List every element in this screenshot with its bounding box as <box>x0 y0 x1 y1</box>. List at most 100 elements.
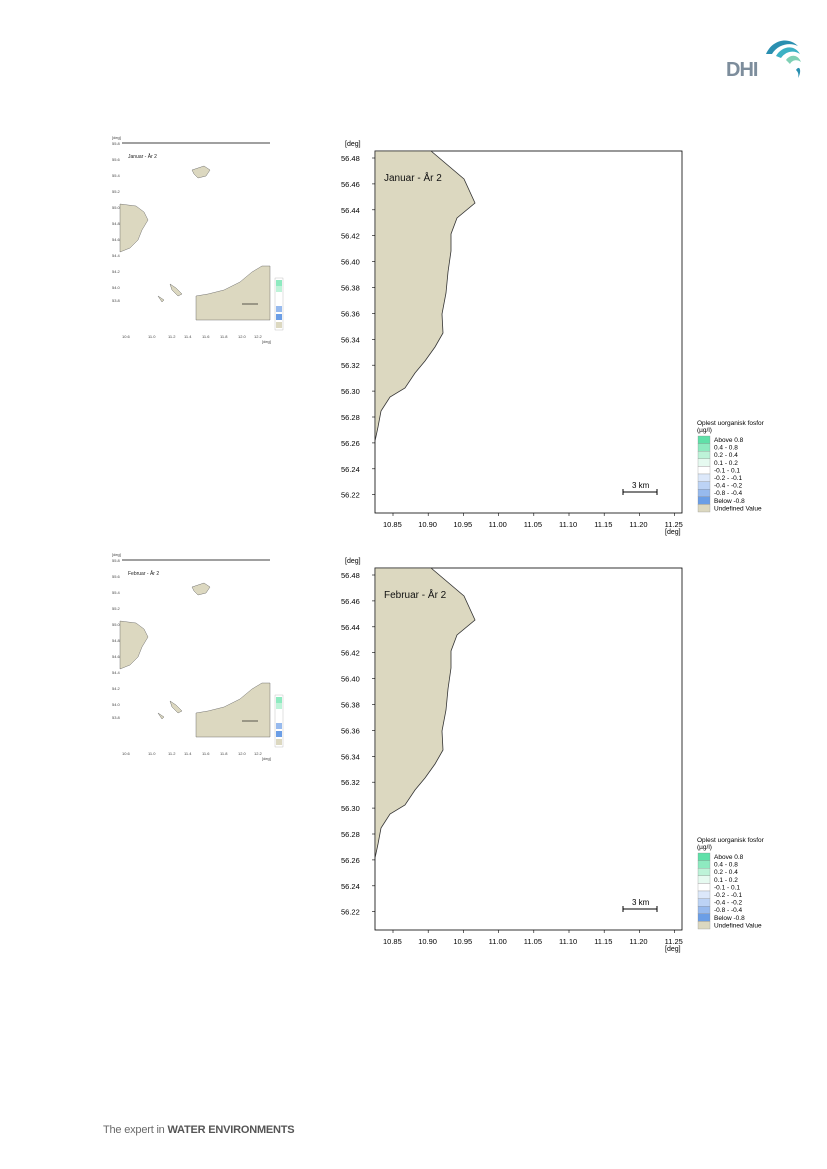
legend-swatch <box>697 481 711 490</box>
x-tick-label: 11.25 <box>665 937 683 946</box>
x-tick-label: 11.25 <box>665 520 683 529</box>
thumb-title: Februar - År 2 <box>128 570 159 577</box>
legend-swatch <box>697 868 711 876</box>
legend-unit: (µg/l) <box>697 427 712 434</box>
land-area <box>374 150 476 442</box>
y-tick-label: 56.38 <box>341 284 360 293</box>
y-tick-label: 56.30 <box>341 804 360 813</box>
map-panel-1: Januar - År 2 [deg] [deg] 56.48 56.46 56.44 56… <box>330 135 720 565</box>
svg-text:11.0: 11.0 <box>148 751 156 756</box>
svg-text:54.2: 54.2 <box>112 686 121 691</box>
legend-swatch <box>697 504 711 513</box>
legend-swatch <box>697 890 711 899</box>
legend-swatch <box>697 496 711 505</box>
y-tick-label: 56.34 <box>341 335 360 344</box>
legend-swatch <box>697 921 711 930</box>
svg-text:[deg]: [deg] <box>112 552 121 557</box>
legend-label: -0.8 - -0.4 <box>714 907 743 914</box>
y-tick-label: 56.28 <box>341 413 360 422</box>
legend-swatch <box>697 473 711 482</box>
logo-text: DHI <box>726 59 758 81</box>
map-title: Januar - År 2 <box>384 171 442 184</box>
scalebar-label: 3 km <box>632 898 650 907</box>
thumbnail-map-1: [deg] 55.8 55.6 55.4 55.2 55.0 54.8 54.6 54.4 … <box>112 134 312 364</box>
svg-text:55.2: 55.2 <box>112 606 121 611</box>
legend-swatch <box>697 489 711 497</box>
svg-text:12.2: 12.2 <box>254 334 263 339</box>
y-tick-label: 56.46 <box>341 180 360 189</box>
svg-text:[deg]: [deg] <box>112 135 121 140</box>
x-tick-label: 11.00 <box>489 937 507 946</box>
svg-text:11.4: 11.4 <box>184 334 192 339</box>
svg-text:55.6: 55.6 <box>112 157 121 162</box>
svg-text:55.4: 55.4 <box>112 173 121 178</box>
x-tick-label: 10.85 <box>383 520 402 529</box>
svg-text:54.4: 54.4 <box>112 670 121 675</box>
legend-label: -0.1 - 0.1 <box>714 467 740 474</box>
legend-swatch <box>697 898 711 907</box>
y-tick-label: 56.38 <box>341 701 360 710</box>
legend-label: 0.2 - 0.4 <box>714 452 738 459</box>
svg-text:55.0: 55.0 <box>112 622 121 627</box>
map-panel-2: Februar - År 2 [deg] [deg] 56.48 56.46 56.44 5… <box>330 552 720 982</box>
y-tick-label: 56.22 <box>341 491 360 500</box>
y-tick-label: 56.24 <box>341 465 360 474</box>
svg-text:54.8: 54.8 <box>112 221 121 226</box>
thumbnail-map-2: [deg] 55.8 55.6 55.4 55.2 55.0 54.8 54.6 54.4 … <box>112 551 312 781</box>
tagline-prefix: The expert in <box>103 1124 165 1136</box>
legend-label: 0.2 - 0.4 <box>714 869 738 876</box>
svg-text:53.8: 53.8 <box>112 715 121 720</box>
y-tick-label: 56.26 <box>341 856 360 865</box>
y-tick-label: 56.44 <box>341 206 360 215</box>
legend-label: -0.4 - -0.2 <box>714 900 743 907</box>
svg-text:10.6: 10.6 <box>122 334 131 339</box>
y-tick-label: 56.36 <box>341 309 360 318</box>
svg-text:11.8: 11.8 <box>220 334 228 339</box>
svg-text:55.6: 55.6 <box>112 574 121 579</box>
svg-text:[deg]: [deg] <box>262 339 271 344</box>
y-tick-label: 56.48 <box>341 571 360 580</box>
svg-text:54.0: 54.0 <box>112 285 121 290</box>
legend-label: Below -0.8 <box>714 915 745 922</box>
legend-label: Undefined Value <box>714 922 762 929</box>
legend-swatch <box>697 451 711 459</box>
dhi-logo: DHI <box>726 34 802 82</box>
legend-label: Above 0.8 <box>714 854 744 861</box>
y-tick-label: 56.40 <box>341 258 360 267</box>
x-tick-label: 11.15 <box>594 520 612 529</box>
svg-text:11.6: 11.6 <box>202 751 210 756</box>
y-tick-label: 56.42 <box>341 649 360 658</box>
legend-label: -0.2 - -0.1 <box>714 475 743 482</box>
land-area <box>374 567 476 859</box>
svg-text:12.2: 12.2 <box>254 751 263 756</box>
svg-text:11.6: 11.6 <box>202 334 210 339</box>
x-tick-label: 11.05 <box>524 937 542 946</box>
y-tick-label: 56.44 <box>341 623 360 632</box>
legend-label: Below -0.8 <box>714 498 745 505</box>
x-tick-label: 11.20 <box>629 520 647 529</box>
svg-text:11.0: 11.0 <box>148 334 156 339</box>
y-tick-label: 56.36 <box>341 726 360 735</box>
y-tick-label: 56.48 <box>341 154 360 163</box>
svg-text:10.6: 10.6 <box>122 751 131 756</box>
x-tick-label: 10.90 <box>418 520 437 529</box>
svg-text:54.6: 54.6 <box>112 237 121 242</box>
legend-swatch <box>697 906 711 914</box>
legend-swatch <box>697 875 711 884</box>
footer-tagline: The expert in WATER ENVIRONMENTS <box>103 1124 295 1136</box>
legend-swatch <box>697 913 711 922</box>
legend-label: -0.8 - -0.4 <box>714 490 743 497</box>
y-tick-label: 56.32 <box>341 778 360 787</box>
legend-label: -0.2 - -0.1 <box>714 892 743 899</box>
legend-swatch <box>697 443 711 452</box>
x-tick-label: 11.10 <box>559 937 577 946</box>
y-tick-label: 56.28 <box>341 830 360 839</box>
y-unit-label: [deg] <box>345 141 361 148</box>
map-title: Februar - År 2 <box>384 588 447 601</box>
legend-label: Above 0.8 <box>714 437 744 444</box>
legend-label: 0.4 - 0.8 <box>714 445 738 452</box>
legend-swatch <box>697 852 711 861</box>
legend-title: Oplest uorganisk fosfor <box>697 837 765 844</box>
svg-text:55.8: 55.8 <box>112 558 121 563</box>
x-tick-label: 10.95 <box>453 520 472 529</box>
